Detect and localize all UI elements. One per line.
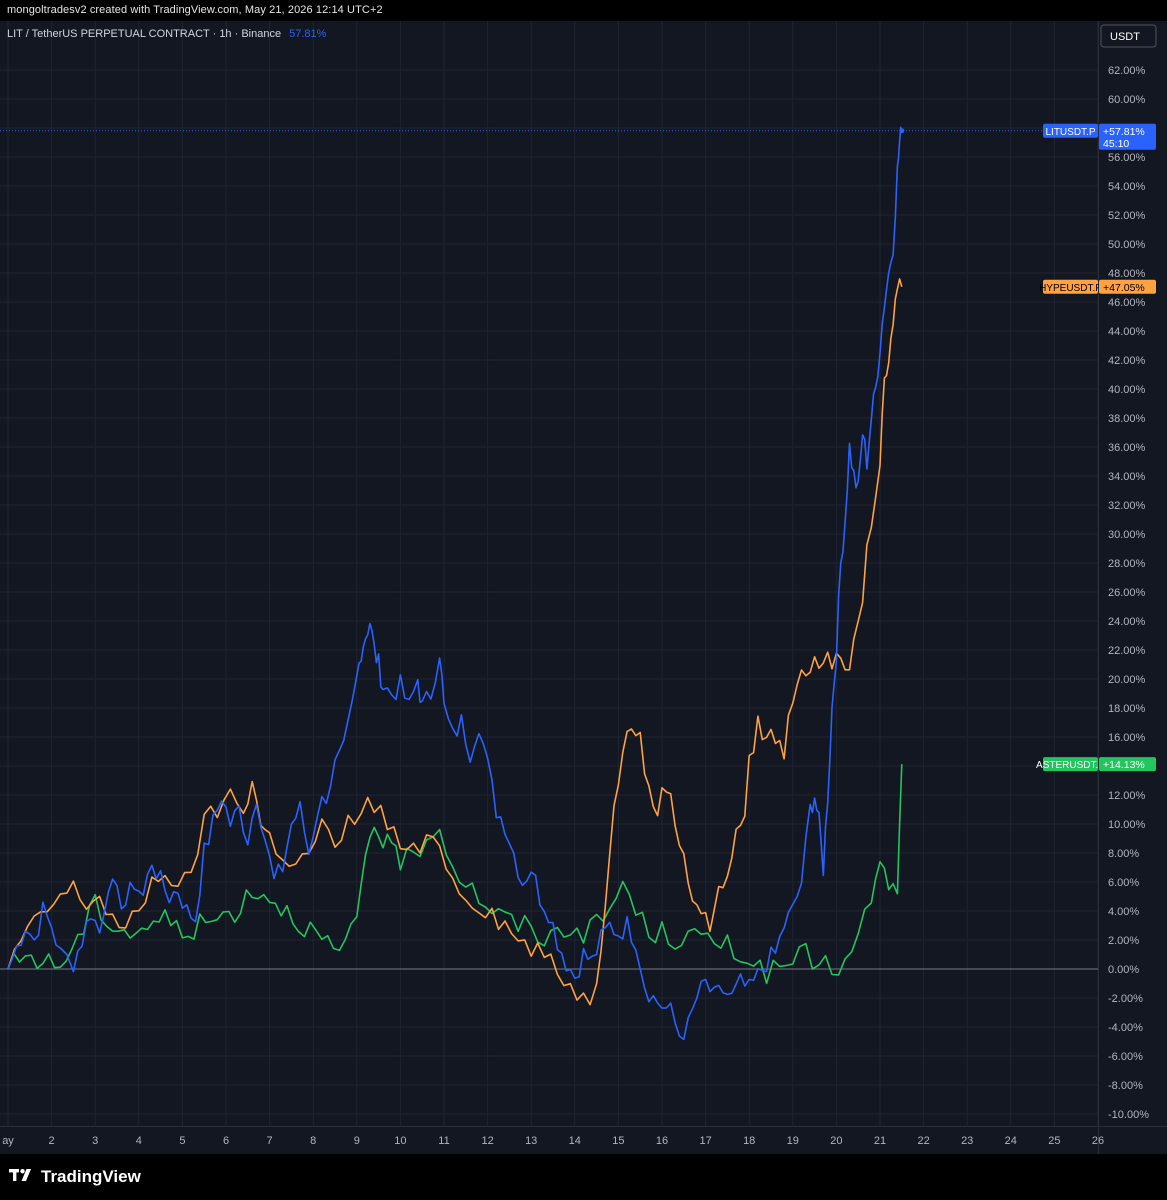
- time-tick-label: ay: [2, 1135, 14, 1147]
- price-tick-label: 2.00%: [1108, 935, 1139, 947]
- symbol-change-percent: 57.81%: [289, 28, 327, 40]
- time-tick-label: 23: [961, 1135, 973, 1147]
- time-tick-label: 13: [525, 1135, 537, 1147]
- currency-label: USDT: [1110, 31, 1140, 43]
- time-tick-label: 8: [310, 1135, 316, 1147]
- price-tick-label: 44.00%: [1108, 326, 1146, 338]
- price-axis[interactable]: 62.00%60.00%58.00%56.00%54.00%52.00%50.0…: [1108, 65, 1149, 1121]
- time-tick-label: 19: [787, 1135, 799, 1147]
- series-value-text: +14.13%: [1103, 759, 1145, 771]
- series-value-text: +57.81%: [1103, 126, 1145, 138]
- footer-brand-text: TradingView: [41, 1167, 141, 1186]
- price-tick-label: 22.00%: [1108, 645, 1146, 657]
- series-name-text: LITUSDT.P: [1045, 127, 1095, 138]
- time-tick-label: 7: [267, 1135, 273, 1147]
- time-tick-label: 17: [699, 1135, 711, 1147]
- price-tick-label: 56.00%: [1108, 152, 1146, 164]
- price-tick-label: 42.00%: [1108, 355, 1146, 367]
- price-tick-label: 4.00%: [1108, 906, 1139, 918]
- series-name-tag: [1043, 123, 1098, 138]
- price-tick-label: 12.00%: [1108, 790, 1146, 802]
- series-value-tag: [1099, 757, 1156, 772]
- time-tick-label: 4: [136, 1135, 142, 1147]
- price-tick-label: 20.00%: [1108, 674, 1146, 686]
- series-line-litusdt-p: [7, 126, 903, 1041]
- chart-grid: [0, 21, 1167, 1154]
- time-tick-label: 11: [438, 1135, 449, 1147]
- chart-background: [0, 21, 1167, 1154]
- time-tick-label: 6: [223, 1135, 229, 1147]
- series-name-text: ASTERUSDT.P: [1036, 760, 1105, 771]
- attribution-text: mongoltradesv2 created with TradingView.…: [7, 4, 383, 16]
- price-tick-label: 48.00%: [1108, 268, 1146, 280]
- price-tick-label: 32.00%: [1108, 500, 1146, 512]
- comparison-chart[interactable]: 62.00%60.00%58.00%56.00%54.00%52.00%50.0…: [0, 21, 1167, 1154]
- price-tick-label: -6.00%: [1108, 1051, 1143, 1063]
- price-tick-label: 6.00%: [1108, 877, 1139, 889]
- time-axis[interactable]: ay 2 3 4 5 6 7 8 9 10 11 12 13 14 15 16 17 18 19 20 21 22 23 24…: [2, 1135, 1104, 1147]
- series-name-text: HYPEUSDT.P: [1039, 283, 1102, 294]
- price-tick-label: 50.00%: [1108, 239, 1146, 251]
- tradingview-logo-icon: [9, 1167, 35, 1188]
- price-tick-label: 16.00%: [1108, 732, 1146, 744]
- price-tick-label: -4.00%: [1108, 1022, 1143, 1034]
- time-tick-label: 16: [656, 1135, 668, 1147]
- time-tick-label: 9: [354, 1135, 360, 1147]
- price-tick-label: 30.00%: [1108, 529, 1146, 541]
- price-tick-label: 0.00%: [1108, 964, 1139, 976]
- currency-button[interactable]: USDT: [1100, 24, 1157, 48]
- symbol-title[interactable]: LIT / TetherUS PERPETUAL CONTRACT · 1h ·…: [7, 28, 281, 40]
- price-tick-label: -2.00%: [1108, 993, 1143, 1005]
- price-tick-label: -8.00%: [1108, 1080, 1143, 1092]
- time-tick-label: 5: [179, 1135, 185, 1147]
- price-tick-label: 52.00%: [1108, 210, 1146, 222]
- price-tick-label: 26.00%: [1108, 587, 1146, 599]
- series-value-text: +47.05%: [1103, 282, 1145, 294]
- time-tick-label: 25: [1048, 1135, 1060, 1147]
- series-name-tag: [1043, 757, 1098, 772]
- price-tick-label: 34.00%: [1108, 471, 1146, 483]
- series-countdown-text: 45:10: [1103, 138, 1129, 150]
- time-tick-label: 15: [612, 1135, 624, 1147]
- series-label-litusdt-p: LITUSDT.P +57.81%45:10: [1043, 123, 1156, 150]
- last-price-dot: [899, 128, 905, 134]
- price-tick-label: 28.00%: [1108, 558, 1146, 570]
- time-tick-label: 12: [481, 1135, 493, 1147]
- time-tick-label: 14: [569, 1135, 581, 1147]
- price-tick-label: 36.00%: [1108, 442, 1146, 454]
- series-value-labels: LITUSDT.P +57.81%45:10 HYPEUSDT.P +47.05% AS…: [1036, 123, 1156, 772]
- price-tick-label: 10.00%: [1108, 819, 1146, 831]
- price-tick-label: 60.00%: [1108, 94, 1146, 106]
- series-value-tag: [1099, 279, 1156, 294]
- price-tick-label: 24.00%: [1108, 616, 1146, 628]
- time-tick-label: 3: [92, 1135, 98, 1147]
- series-line-hypeusdt-p: [7, 278, 903, 1006]
- time-tick-label: 20: [830, 1135, 842, 1147]
- time-tick-label: 18: [743, 1135, 755, 1147]
- time-tick-label: 24: [1005, 1135, 1017, 1147]
- price-tick-label: 40.00%: [1108, 384, 1146, 396]
- series-label-asterusdt-p: ASTERUSDT.P+14.13%: [1036, 757, 1156, 772]
- price-tick-label: 62.00%: [1108, 65, 1146, 77]
- time-tick-label: 26: [1092, 1135, 1104, 1147]
- series-name-tag: [1043, 279, 1098, 294]
- series-label-hypeusdt-p: HYPEUSDT.P +47.05%: [1039, 279, 1156, 294]
- time-tick-label: 10: [394, 1135, 406, 1147]
- price-tick-label: 8.00%: [1108, 848, 1139, 860]
- price-tick-label: 46.00%: [1108, 297, 1146, 309]
- series-value-tag: [1099, 123, 1156, 150]
- time-tick-label: 22: [917, 1135, 929, 1147]
- time-tick-label: 2: [49, 1135, 55, 1147]
- price-tick-label: 18.00%: [1108, 703, 1146, 715]
- series-lines: [0, 126, 1098, 1041]
- price-tick-label: -10.00%: [1108, 1109, 1149, 1121]
- footer-branding: TradingView: [9, 1165, 141, 1189]
- time-tick-label: 21: [874, 1135, 886, 1147]
- price-tick-label: 54.00%: [1108, 181, 1146, 193]
- price-tick-label: 38.00%: [1108, 413, 1146, 425]
